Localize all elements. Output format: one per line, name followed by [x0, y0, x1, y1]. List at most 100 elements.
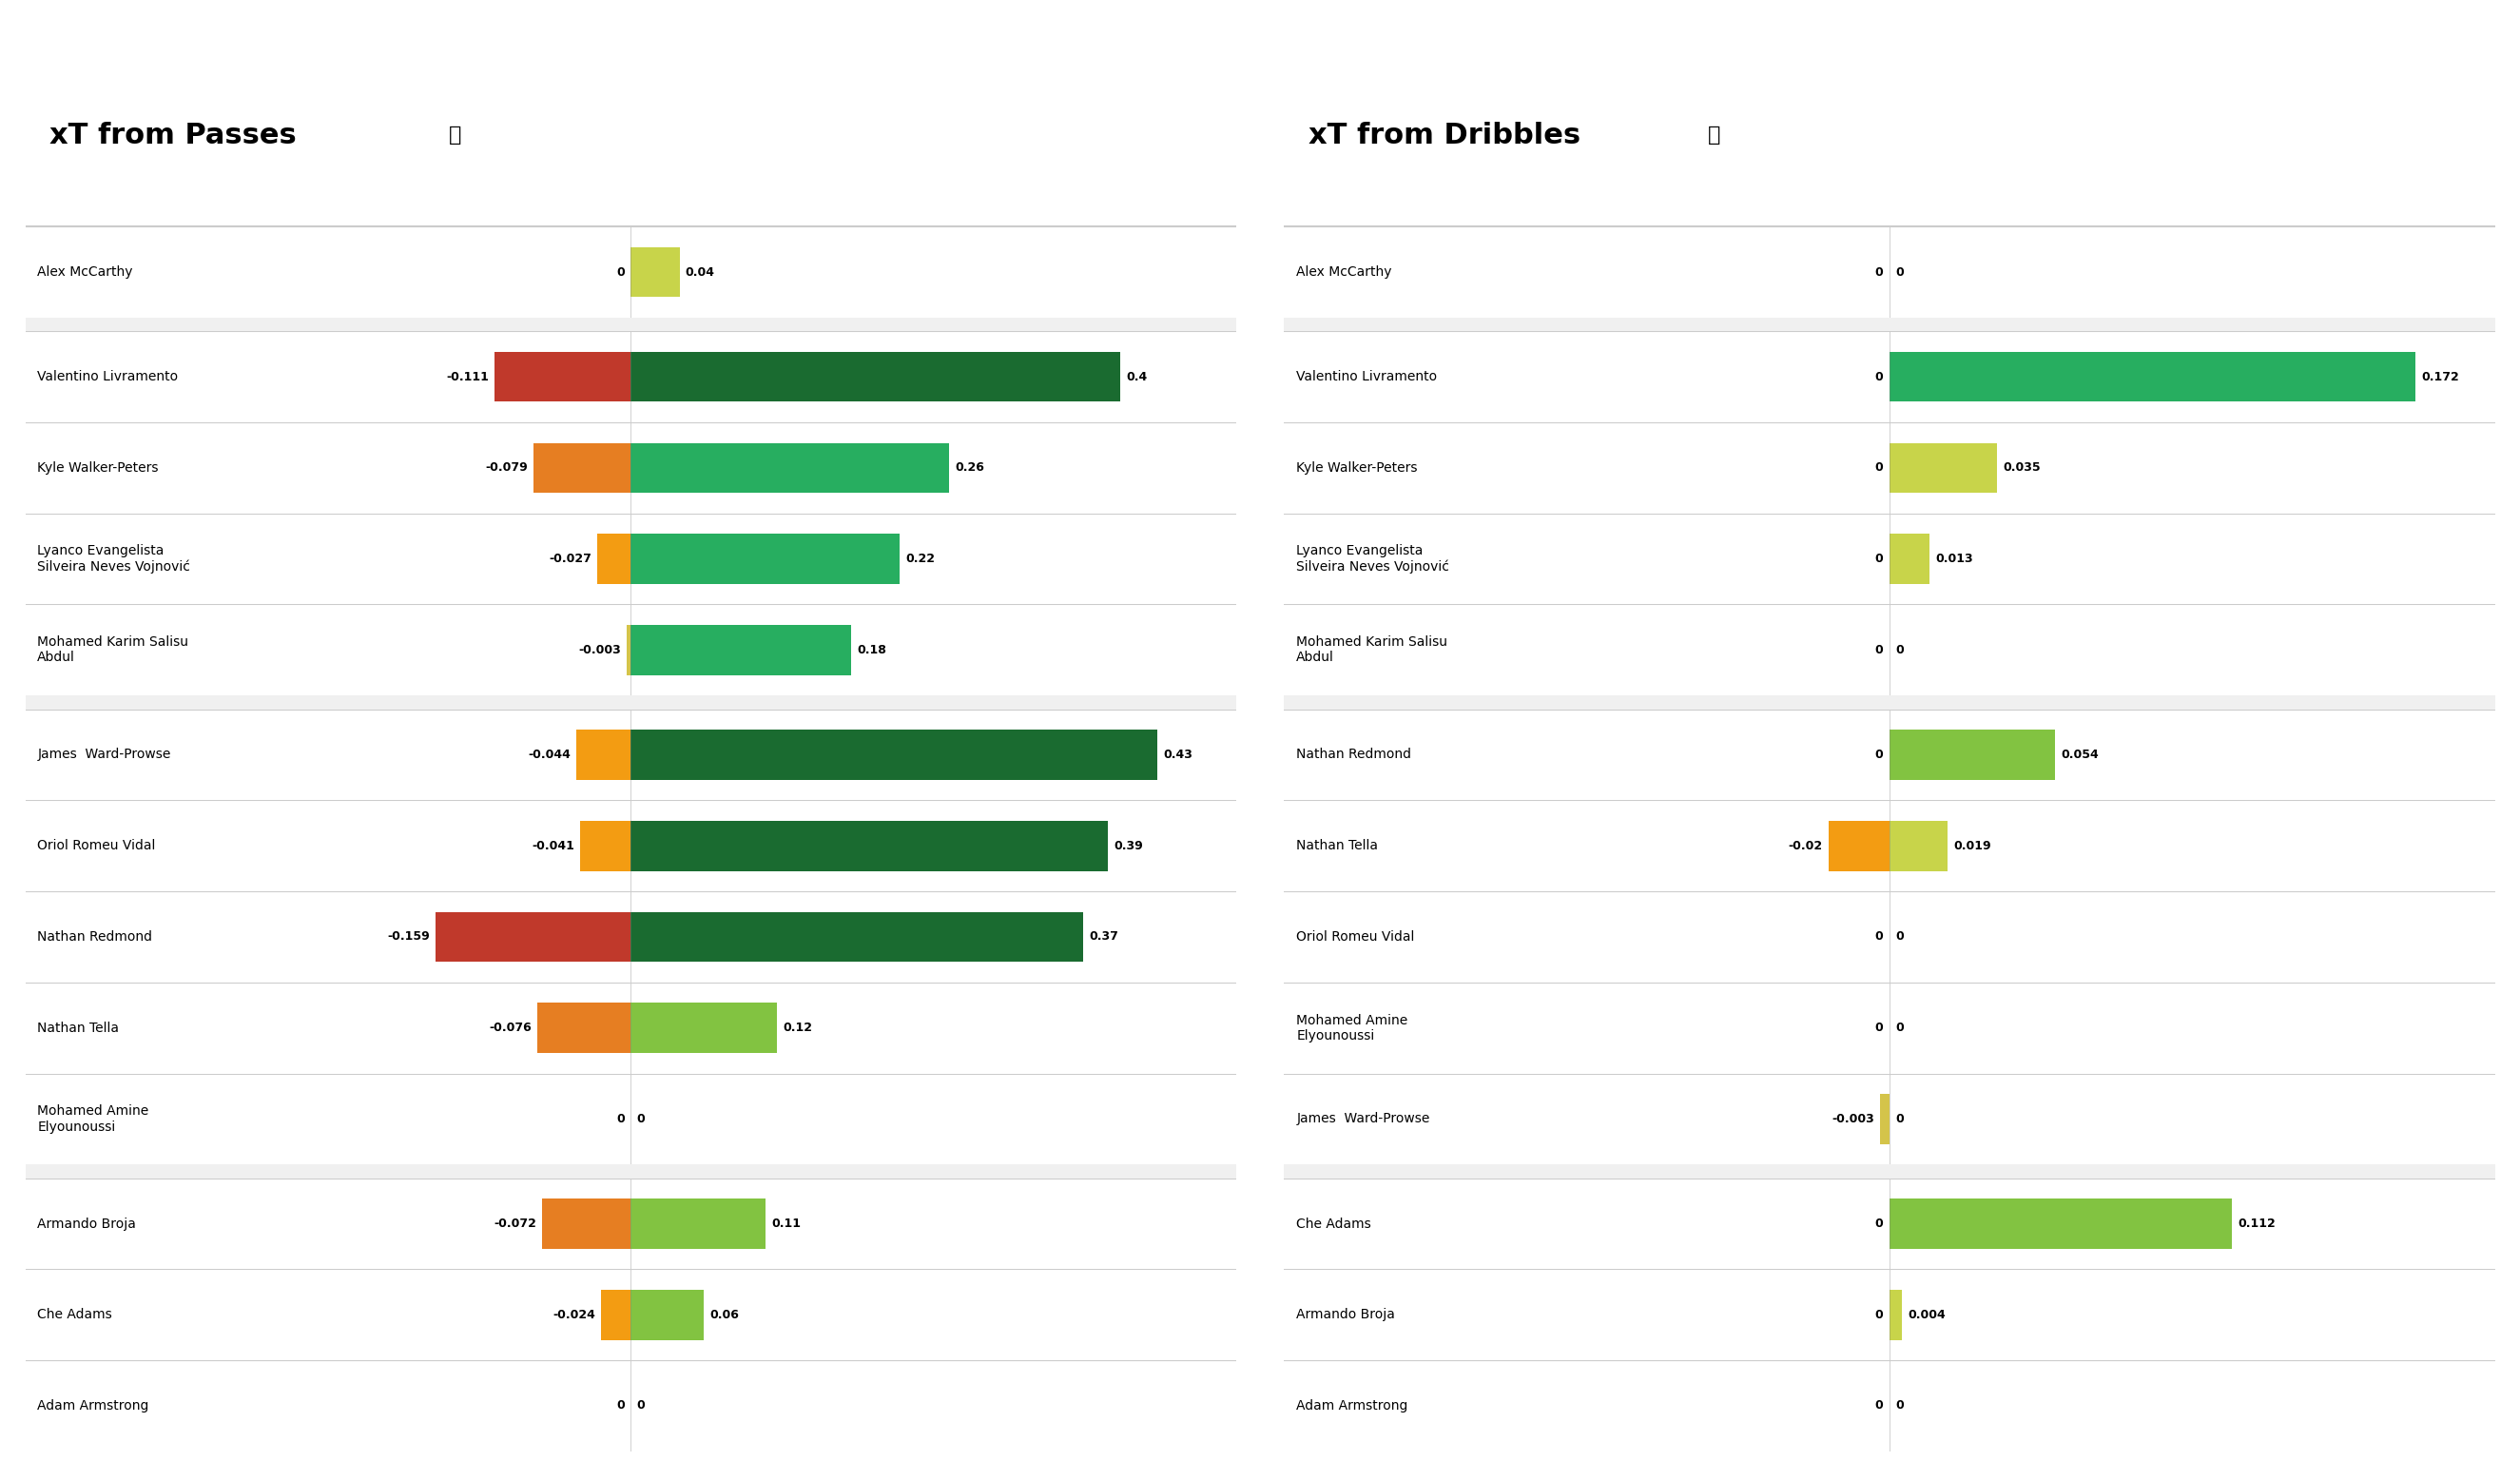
Bar [630, 912, 1084, 961]
Text: 0.26: 0.26 [955, 462, 985, 474]
Text: 0.37: 0.37 [1089, 930, 1119, 943]
Text: Alex McCarthy: Alex McCarthy [1295, 265, 1391, 278]
Text: Adam Armstrong: Adam Armstrong [1295, 1400, 1409, 1413]
Text: -0.041: -0.041 [532, 840, 575, 852]
Text: 0: 0 [1895, 267, 1905, 278]
Text: ⚽: ⚽ [449, 126, 461, 145]
Text: Nathan Redmond: Nathan Redmond [38, 930, 151, 943]
Text: 0: 0 [615, 1112, 625, 1126]
Bar [494, 352, 630, 401]
Text: 0: 0 [1875, 1022, 1882, 1034]
Bar [580, 820, 630, 871]
Text: 0.43: 0.43 [1162, 748, 1192, 761]
Text: 0: 0 [1895, 1022, 1905, 1034]
Bar [1890, 820, 1948, 871]
Text: Mohamed Karim Salisu
Abdul: Mohamed Karim Salisu Abdul [1295, 635, 1446, 665]
Text: 0.019: 0.019 [1953, 840, 1991, 852]
Text: Valentino Livramento: Valentino Livramento [1295, 370, 1436, 384]
Text: James  Ward-Prowse: James Ward-Prowse [38, 748, 171, 761]
Text: -0.027: -0.027 [549, 552, 592, 566]
Text: 0: 0 [1895, 1112, 1905, 1126]
Text: -0.159: -0.159 [388, 930, 431, 943]
Text: Mohamed Amine
Elyounoussi: Mohamed Amine Elyounoussi [38, 1105, 149, 1133]
Bar [1830, 820, 1890, 871]
Bar [542, 1198, 630, 1248]
Bar [1890, 730, 2054, 780]
Text: 0.04: 0.04 [685, 267, 716, 278]
Text: -0.079: -0.079 [486, 462, 527, 474]
Text: 0: 0 [638, 1400, 645, 1411]
Text: Armando Broja: Armando Broja [38, 1217, 136, 1231]
Text: xT from Passes: xT from Passes [50, 121, 297, 150]
Text: -0.003: -0.003 [577, 644, 620, 656]
Text: 0.035: 0.035 [2003, 462, 2041, 474]
Text: 0.12: 0.12 [784, 1022, 814, 1034]
Text: 0: 0 [1875, 644, 1882, 656]
Text: Mohamed Amine
Elyounoussi: Mohamed Amine Elyounoussi [1295, 1013, 1409, 1043]
Bar [630, 247, 680, 298]
Bar [1890, 1198, 2233, 1248]
Text: 0.054: 0.054 [2061, 748, 2099, 761]
Text: 0.06: 0.06 [711, 1309, 738, 1321]
Bar [534, 443, 630, 493]
Text: 0: 0 [1875, 370, 1882, 384]
Bar [630, 820, 1109, 871]
Bar [1890, 352, 2417, 401]
Text: Nathan Tella: Nathan Tella [1295, 840, 1378, 853]
Text: Adam Armstrong: Adam Armstrong [38, 1400, 149, 1413]
Bar [630, 1290, 703, 1340]
Text: Alex McCarthy: Alex McCarthy [38, 265, 134, 278]
Text: 0: 0 [1875, 1309, 1882, 1321]
Text: 0.112: 0.112 [2238, 1217, 2276, 1229]
Text: 0.004: 0.004 [1908, 1309, 1945, 1321]
Text: 0: 0 [1875, 1400, 1882, 1411]
Text: 0.4: 0.4 [1126, 370, 1147, 384]
Bar [630, 1198, 766, 1248]
Text: 0: 0 [1875, 748, 1882, 761]
Text: 0: 0 [1875, 462, 1882, 474]
Text: 0: 0 [1875, 1217, 1882, 1229]
Text: Lyanco Evangelista
Silveira Neves Vojnović: Lyanco Evangelista Silveira Neves Vojnov… [1295, 545, 1449, 573]
Bar [1890, 535, 1930, 584]
Bar [1890, 1290, 1903, 1340]
Bar [602, 1290, 630, 1340]
Bar [630, 730, 1157, 780]
Text: 0.172: 0.172 [2422, 370, 2460, 384]
Text: 0: 0 [1875, 267, 1882, 278]
Text: 0: 0 [1895, 1400, 1905, 1411]
Bar [436, 912, 630, 961]
Text: 0: 0 [615, 267, 625, 278]
Bar [630, 535, 900, 584]
Text: -0.02: -0.02 [1787, 840, 1822, 852]
Text: ⚽: ⚽ [1709, 126, 1721, 145]
Text: 0: 0 [615, 1400, 625, 1411]
Text: Nathan Tella: Nathan Tella [38, 1022, 118, 1035]
Text: Kyle Walker-Peters: Kyle Walker-Peters [38, 461, 159, 474]
Text: -0.072: -0.072 [494, 1217, 537, 1229]
Text: Kyle Walker-Peters: Kyle Walker-Peters [1295, 461, 1419, 474]
Text: -0.044: -0.044 [527, 748, 570, 761]
Bar [537, 1003, 630, 1053]
Text: 0.013: 0.013 [1935, 552, 1973, 566]
Bar [630, 625, 852, 675]
Bar [1880, 1094, 1890, 1143]
Text: James  Ward-Prowse: James Ward-Prowse [1295, 1112, 1429, 1126]
Bar [630, 443, 948, 493]
Text: xT from Dribbles: xT from Dribbles [1308, 121, 1580, 150]
Text: 0.22: 0.22 [905, 552, 935, 566]
Text: Oriol Romeu Vidal: Oriol Romeu Vidal [38, 840, 156, 853]
Text: Mohamed Karim Salisu
Abdul: Mohamed Karim Salisu Abdul [38, 635, 189, 665]
Text: -0.003: -0.003 [1832, 1112, 1875, 1126]
Text: 0: 0 [1895, 930, 1905, 943]
Text: Valentino Livramento: Valentino Livramento [38, 370, 179, 384]
Text: Che Adams: Che Adams [38, 1308, 113, 1321]
Bar [627, 625, 630, 675]
Bar [630, 1003, 776, 1053]
Text: 0.18: 0.18 [857, 644, 887, 656]
Bar [577, 730, 630, 780]
Text: -0.024: -0.024 [552, 1309, 595, 1321]
Text: Lyanco Evangelista
Silveira Neves Vojnović: Lyanco Evangelista Silveira Neves Vojnov… [38, 545, 192, 573]
Bar [597, 535, 630, 584]
Bar [630, 352, 1119, 401]
Text: 0: 0 [1875, 930, 1882, 943]
